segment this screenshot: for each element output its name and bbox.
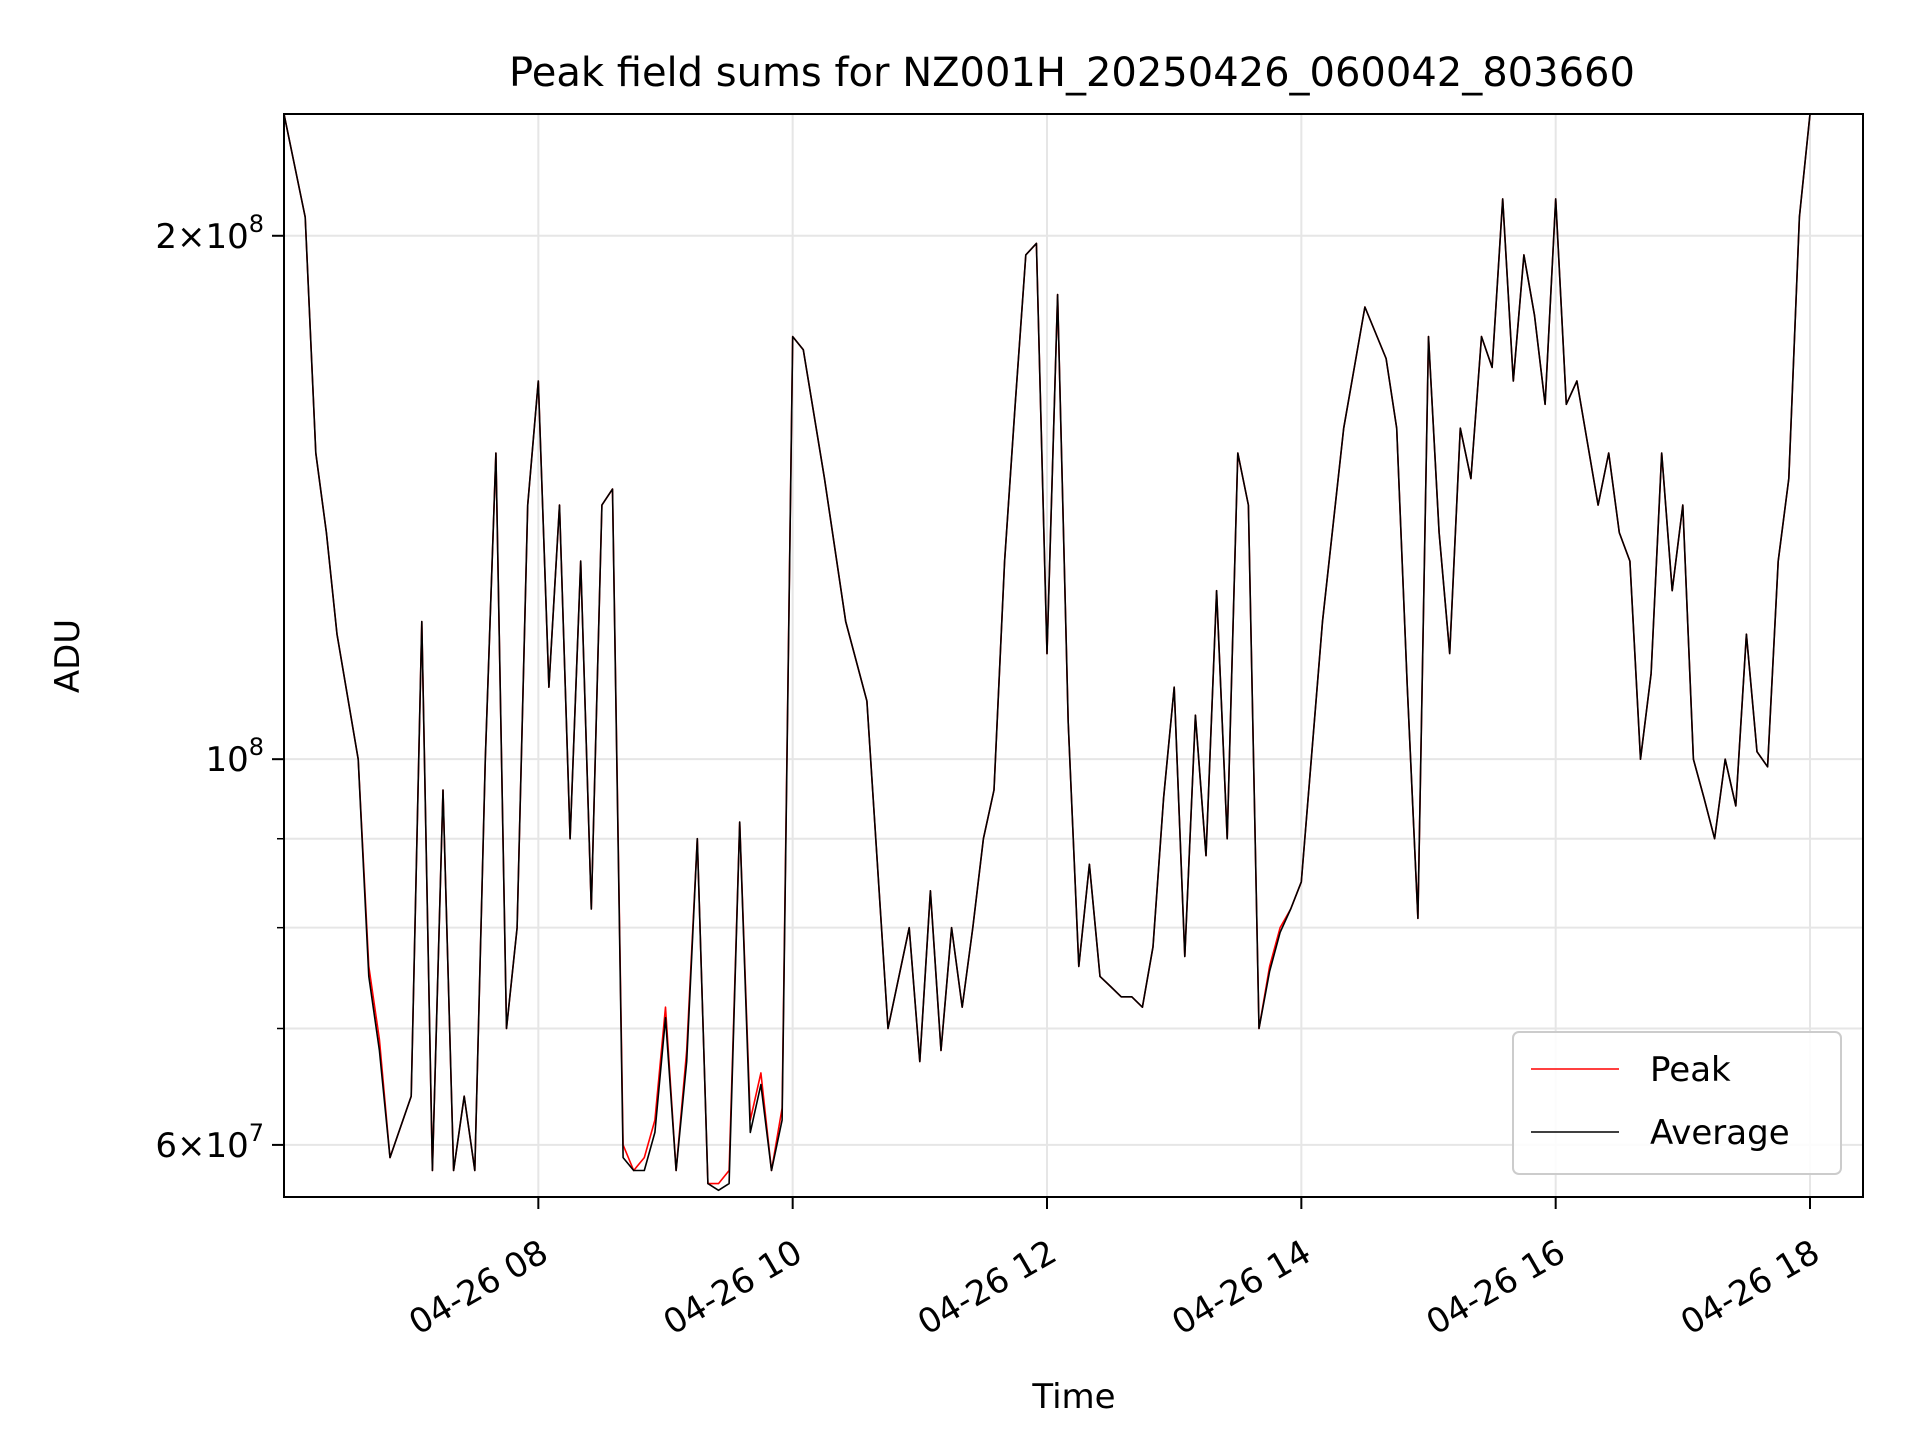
grid-lines bbox=[284, 114, 1863, 1197]
plot-area-frame bbox=[283, 113, 1864, 1198]
legend: Peak Average bbox=[1512, 1031, 1842, 1175]
plot-series bbox=[284, 114, 1811, 1192]
y-tick-label: 2×108 bbox=[155, 210, 264, 257]
series-line-average bbox=[284, 114, 1811, 1192]
legend-box bbox=[1512, 1031, 1842, 1175]
legend-label-average: Average bbox=[1650, 1113, 1790, 1153]
legend-label-peak: Peak bbox=[1650, 1050, 1731, 1090]
chart-title: Peak field sums for NZ001H_20250426_0600… bbox=[509, 50, 1635, 96]
x-axis-label: Time bbox=[1031, 1377, 1115, 1417]
y-tick-label: 6×107 bbox=[155, 1119, 264, 1166]
y-tick-label: 108 bbox=[205, 733, 264, 780]
y-axis-ticks: 6×107 108 2×108 bbox=[155, 210, 284, 1166]
y-axis-label: ADU bbox=[48, 619, 88, 693]
